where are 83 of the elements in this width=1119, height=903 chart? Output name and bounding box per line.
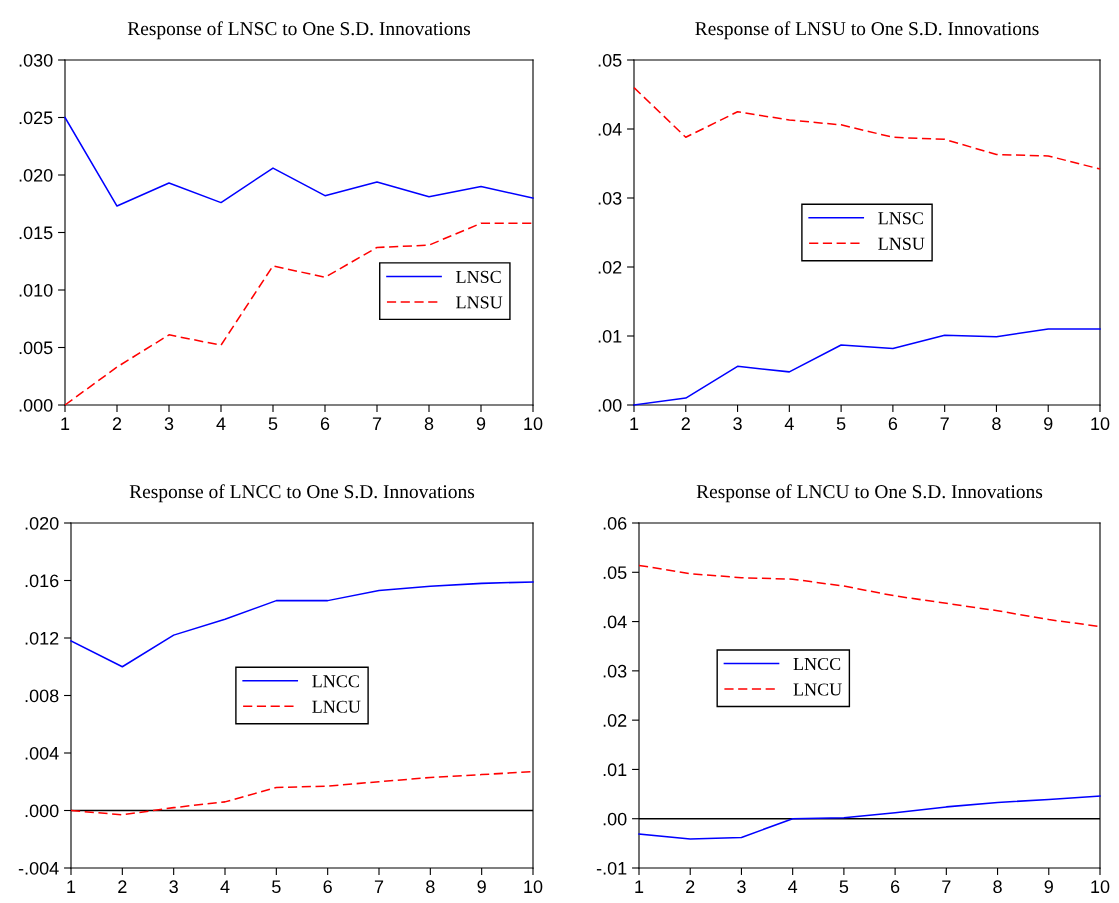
x-tick-label: 2: [112, 417, 122, 430]
chart-title: Response of LNSC to One S.D. Innovations: [127, 21, 471, 40]
x-tick-label: 8: [424, 417, 434, 431]
x-tick-label: 1: [630, 417, 639, 430]
x-tick-label: 5: [272, 880, 281, 894]
y-tick-label: .06: [603, 516, 627, 530]
x-tick-label: 1: [61, 417, 70, 430]
x-tick-label: 8: [992, 417, 1001, 431]
x-tick-label: 3: [164, 417, 174, 431]
x-tick-label: 4: [788, 880, 798, 893]
x-tick-label: 9: [476, 417, 486, 431]
chart-title: Response of LNCU to One S.D. Innovations: [696, 484, 1043, 503]
x-tick-label: 5: [839, 880, 849, 894]
y-tick-label: .005: [19, 341, 53, 355]
x-tick-label: 3: [733, 417, 742, 431]
y-tick-label: .020: [25, 516, 59, 530]
x-tick-label: 5: [836, 417, 846, 431]
y-tick-label: .05: [598, 53, 622, 67]
legend-label: LNSU: [456, 296, 503, 309]
x-tick-label: 10: [1091, 417, 1110, 431]
y-tick-label: .008: [25, 689, 59, 703]
y-tick-label: .015: [19, 226, 53, 240]
y-tick-label: .02: [603, 714, 627, 727]
y-tick-label: .03: [598, 191, 622, 205]
chart-title: Response of LNCC to One S.D. Innovations: [129, 484, 475, 503]
x-tick-label: 2: [118, 880, 127, 893]
y-tick-label: .025: [19, 111, 53, 125]
x-tick-label: 3: [737, 880, 746, 894]
x-tick-label: 8: [993, 880, 1002, 894]
x-tick-label: 9: [1044, 880, 1053, 894]
chart-title: Response of LNSU to One S.D. Innovations: [695, 21, 1039, 40]
x-tick-label: 5: [268, 417, 278, 431]
y-tick-label: .000: [19, 398, 53, 412]
y-tick-label: .01: [598, 329, 622, 343]
x-tick-label: 6: [888, 417, 898, 431]
x-tick-label: 2: [686, 880, 695, 893]
y-tick-label: .016: [25, 574, 59, 588]
y-tick-label: .030: [19, 53, 53, 67]
y-tick-label: .01: [603, 763, 627, 777]
x-tick-label: 10: [524, 417, 543, 431]
line-series: [70, 581, 534, 668]
y-tick-label: -.004: [18, 861, 59, 875]
x-tick-label: 1: [67, 880, 76, 893]
y-tick-label: .004: [25, 746, 59, 760]
y-tick-label: .000: [25, 804, 59, 818]
x-tick-label: 10: [524, 880, 543, 894]
x-tick-label: 7: [940, 417, 949, 430]
line-series: [64, 116, 534, 207]
x-tick-label: 6: [891, 880, 900, 894]
x-tick-label: 6: [320, 417, 330, 431]
legend-label: LNCU: [793, 683, 842, 696]
y-tick-label: .012: [25, 631, 59, 645]
x-tick-label: 4: [220, 880, 230, 893]
y-tick-label: .05: [603, 566, 627, 580]
legend-label: LNSC: [456, 270, 501, 283]
y-tick-label: .020: [19, 168, 53, 182]
x-tick-label: 8: [426, 880, 435, 894]
x-tick-label: 1: [635, 880, 644, 893]
x-tick-label: 4: [216, 417, 226, 430]
x-tick-label: 4: [784, 417, 794, 430]
legend-label: LNCC: [793, 657, 841, 671]
legend-label: LNSU: [878, 237, 925, 250]
y-tick-label: .010: [19, 283, 53, 297]
legend-label: LNSC: [878, 212, 923, 225]
x-tick-label: 9: [477, 880, 486, 894]
y-tick-label: .03: [603, 664, 627, 678]
y-tick-label: .04: [603, 615, 627, 629]
x-tick-label: 9: [1044, 417, 1053, 431]
y-tick-label: -.01: [596, 861, 627, 875]
y-tick-label: .04: [598, 122, 622, 136]
x-tick-label: 6: [323, 880, 332, 894]
x-tick-label: 7: [942, 880, 951, 893]
x-tick-label: 2: [681, 417, 690, 430]
y-tick-label: .00: [598, 398, 622, 412]
y-tick-label: .02: [598, 260, 622, 274]
x-tick-label: 7: [372, 417, 382, 430]
legend-label: LNCC: [312, 675, 359, 688]
x-tick-label: 7: [374, 880, 384, 893]
x-tick-label: 10: [1091, 880, 1110, 894]
y-tick-label: .00: [603, 812, 627, 826]
line-series: [633, 86, 1101, 170]
x-tick-label: 3: [169, 880, 178, 894]
legend-label: LNCU: [312, 700, 361, 713]
